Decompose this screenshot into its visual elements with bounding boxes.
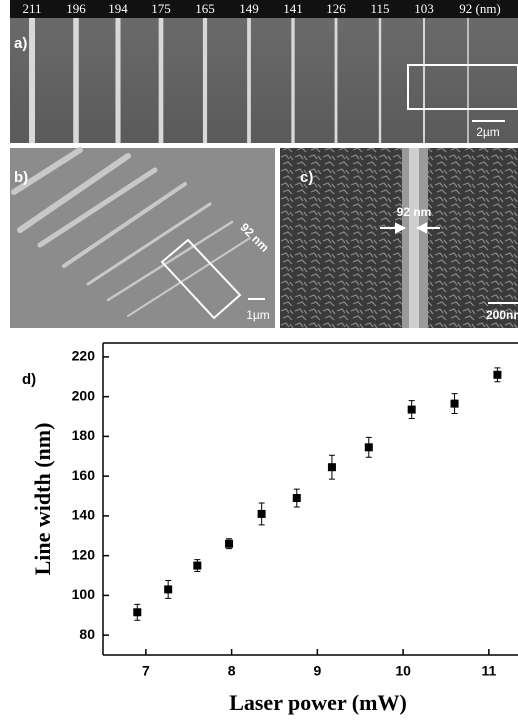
header-label: 149 <box>239 1 259 16</box>
header-label: 165 <box>195 1 215 16</box>
panel-a-image <box>10 18 518 143</box>
panel-label: a) <box>14 35 27 52</box>
panel-c-line <box>409 148 419 328</box>
panel-label: c) <box>300 169 313 186</box>
scale-label: 1µm <box>246 308 270 322</box>
header-label: 103 <box>414 1 434 16</box>
header-label: 211 <box>22 1 41 16</box>
data-point <box>328 463 336 471</box>
y-tick-label: 140 <box>72 507 96 523</box>
y-tick-label: 200 <box>72 387 96 403</box>
header-label: 115 <box>370 1 389 16</box>
scale-label: 200nm <box>486 308 518 322</box>
x-tick-label: 7 <box>142 663 150 679</box>
x-tick-label: 10 <box>395 663 411 679</box>
x-axis-title: Laser power (mW) <box>229 690 407 715</box>
scale-label: 2µm <box>476 125 500 139</box>
y-tick-label: 160 <box>72 467 96 483</box>
header-strip <box>10 0 518 18</box>
data-point <box>133 608 141 616</box>
header-label: 92 (nm) <box>459 1 501 16</box>
data-point <box>365 443 373 451</box>
figure: 211 196 194 175 165 149 141 126 115 103 92 (nm) a)… <box>0 0 518 719</box>
data-point <box>193 562 201 570</box>
header-label: 196 <box>66 1 86 16</box>
data-point <box>451 400 459 408</box>
annotation: 92 nm <box>397 205 432 219</box>
data-point <box>164 585 172 593</box>
data-point <box>293 494 301 502</box>
panel-label: d) <box>22 371 36 388</box>
y-axis-title: Line width (nm) <box>30 423 55 576</box>
y-tick-label: 100 <box>72 586 96 602</box>
y-tick-label: 120 <box>72 546 96 562</box>
header-label: 126 <box>326 1 346 16</box>
plot: 80 100 120 140 160 180 200 220 7 8 9 10 11 <box>72 343 518 679</box>
data-point <box>225 540 233 548</box>
panel-c-image <box>280 148 518 328</box>
y-tick-label: 180 <box>72 427 96 443</box>
header-label: 141 <box>283 1 303 16</box>
data-point <box>493 371 501 379</box>
y-tick-label: 220 <box>72 348 96 364</box>
data-point <box>408 406 416 414</box>
x-tick-label: 9 <box>313 663 321 679</box>
header-label: 175 <box>151 1 171 16</box>
y-tick-label: 80 <box>79 626 95 642</box>
x-tick-label: 11 <box>481 663 496 679</box>
data-point <box>258 510 266 518</box>
x-tick-label: 8 <box>228 663 236 679</box>
header-label: 194 <box>108 1 128 16</box>
panel-label: b) <box>14 169 28 186</box>
